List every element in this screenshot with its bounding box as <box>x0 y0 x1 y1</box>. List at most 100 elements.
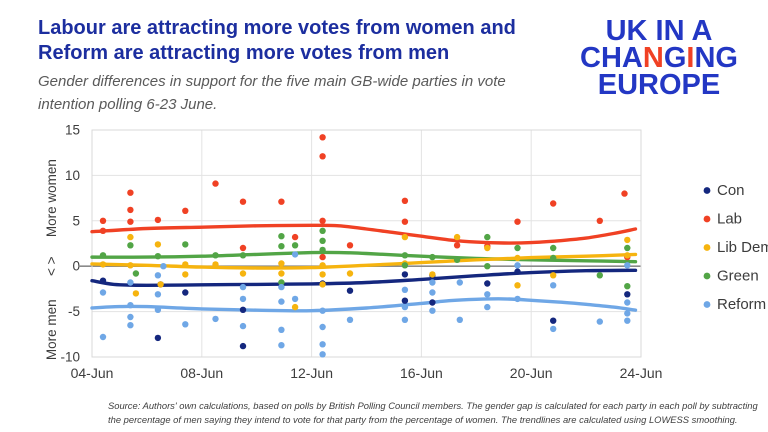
data-point-reform <box>624 310 631 317</box>
y-axis-annotation: More men <box>44 299 59 360</box>
data-point-green <box>596 272 603 279</box>
x-tick-label: 16-Jun <box>400 365 443 381</box>
data-point-green <box>182 241 189 248</box>
data-point-reform <box>346 316 354 323</box>
data-point-reform <box>278 342 285 349</box>
data-point-reform <box>212 315 219 323</box>
data-point-reform <box>291 295 299 303</box>
logo-line-uk-in-a: UK IN A <box>605 15 713 47</box>
data-point-green <box>453 256 461 263</box>
data-point-lab <box>319 253 326 261</box>
source-note: Source: Authors' own calculations, based… <box>108 400 758 425</box>
data-point-lib-dem <box>154 241 162 248</box>
data-point-reform <box>456 279 463 286</box>
page-subtitle: Gender differences in support for the fi… <box>38 73 506 113</box>
data-point-reform <box>319 307 326 314</box>
data-point-reform <box>514 262 521 269</box>
y-tick-label: -10 <box>60 350 80 365</box>
data-point-lab <box>514 218 521 225</box>
data-point-lib-dem <box>132 290 140 297</box>
y-tick-label: -5 <box>68 304 80 319</box>
data-point-con <box>182 289 189 296</box>
data-point-lib-dem <box>182 271 189 278</box>
data-point-lab <box>401 218 409 225</box>
data-point-lib-dem <box>484 244 491 252</box>
data-point-green <box>319 237 326 244</box>
data-point-reform <box>278 283 285 291</box>
data-point-lib-dem <box>127 233 134 241</box>
data-point-reform <box>154 291 162 298</box>
data-point-lab <box>182 207 189 214</box>
data-point-lib-dem <box>453 233 461 241</box>
logo-line-europe: EUROPE <box>597 69 721 101</box>
data-point-green <box>624 244 631 252</box>
data-point-lib-dem <box>429 271 436 278</box>
data-point-lab <box>621 190 628 197</box>
data-point-con <box>239 306 247 313</box>
y-tick-label: 5 <box>72 213 80 228</box>
data-point-reform <box>624 299 631 306</box>
data-point-green <box>319 246 326 254</box>
legend-label-reform: Reform <box>717 296 766 313</box>
data-point-green <box>212 252 219 259</box>
data-point-reform <box>127 322 134 329</box>
data-point-green <box>291 242 299 249</box>
data-point-reform <box>239 283 247 291</box>
data-point-reform <box>99 289 107 296</box>
data-point-lib-dem <box>624 252 631 259</box>
data-point-reform <box>401 286 409 293</box>
data-point-green <box>624 283 631 290</box>
data-point-reform <box>401 303 409 311</box>
data-point-lib-dem <box>127 262 134 269</box>
data-point-con <box>346 287 354 294</box>
y-tick-label: 10 <box>65 168 80 183</box>
data-point-green <box>484 263 491 270</box>
legend-dot-lib-dem <box>703 244 711 251</box>
data-point-reform <box>429 307 436 314</box>
data-point-green <box>127 242 134 249</box>
data-point-lab <box>319 217 326 224</box>
plot-border <box>91 129 642 358</box>
data-point-con <box>99 277 107 284</box>
data-point-lab <box>239 198 247 205</box>
data-point-lab <box>154 216 162 224</box>
data-point-green <box>550 254 557 262</box>
legend-label-lib-dem: Lib Dem <box>717 239 768 256</box>
gender-gap-chart: 15 10 5 0 -5 -10 04-Jun 08-Jun 12-Jun 16-Jun 20-Ju… <box>0 118 768 398</box>
data-point-lib-dem <box>401 233 409 241</box>
data-point-lab <box>453 242 461 249</box>
ukice-logo: UK IN A CHANGING EUROPE <box>558 15 760 101</box>
data-point-lib-dem <box>550 272 557 279</box>
data-point-lab <box>346 242 354 249</box>
data-point-lab <box>99 217 107 224</box>
legend-dot-con <box>703 187 711 194</box>
data-point-lab <box>127 218 134 225</box>
data-point-lab <box>401 197 409 204</box>
data-point-lab <box>319 153 326 160</box>
data-point-lab <box>291 233 299 241</box>
data-point-con <box>401 271 409 278</box>
y-axis-annotation: More women <box>44 159 59 237</box>
data-point-reform <box>127 279 134 286</box>
data-point-reform <box>319 323 326 331</box>
data-point-green <box>429 253 436 261</box>
data-point-lab <box>550 200 557 207</box>
data-point-green <box>550 244 557 252</box>
trendline-lab <box>90 223 638 245</box>
data-point-lib-dem <box>346 270 354 277</box>
data-point-lib-dem <box>291 303 299 311</box>
data-point-reform <box>278 326 285 333</box>
data-point-reform <box>484 291 491 298</box>
data-point-reform <box>154 272 162 279</box>
data-point-con <box>624 291 631 298</box>
data-point-reform <box>319 351 326 358</box>
data-point-con <box>401 297 409 304</box>
data-point-con <box>514 268 521 275</box>
data-point-lib-dem <box>99 261 107 268</box>
data-point-green <box>278 233 285 240</box>
data-point-green <box>99 252 107 259</box>
data-point-green <box>239 252 247 259</box>
data-point-lab <box>319 134 326 141</box>
